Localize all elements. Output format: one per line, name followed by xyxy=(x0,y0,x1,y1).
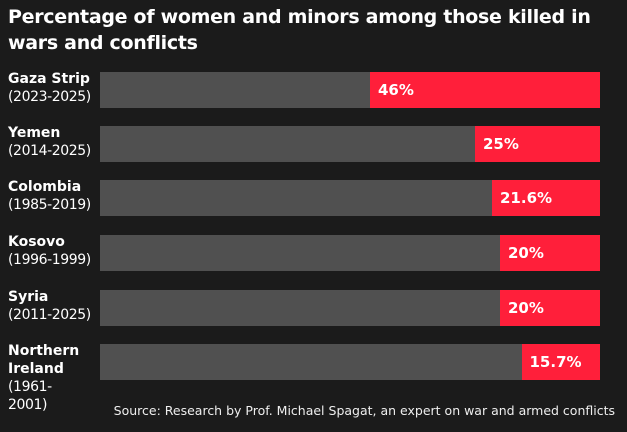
bar-track: 46% xyxy=(100,72,600,108)
category-label: Northern Ireland (1961-2001) xyxy=(8,342,88,414)
category-name: Kosovo xyxy=(8,234,65,250)
category-label: Syria (2011-2025) xyxy=(8,288,100,324)
bar-row: Gaza Strip (2023-2025) 46% xyxy=(0,70,627,108)
category-label: Kosovo (1996-1999) xyxy=(8,233,100,269)
bar-track: 21.6% xyxy=(100,180,600,216)
value-label: 21.6% xyxy=(500,189,553,207)
category-name: Syria xyxy=(8,289,49,305)
category-years: (1985-2019) xyxy=(8,197,91,213)
category-name: Northern Ireland xyxy=(8,343,80,377)
value-label: 25% xyxy=(483,135,519,153)
bar-track: 15.7% xyxy=(100,344,600,380)
category-name: Colombia xyxy=(8,179,82,195)
category-years: (2011-2025) xyxy=(8,307,91,323)
category-name: Gaza Strip xyxy=(8,71,90,87)
bar-row: Yemen (2014-2025) 25% xyxy=(0,124,627,162)
value-label: 46% xyxy=(378,81,414,99)
bar-row: Kosovo (1996-1999) 20% xyxy=(0,233,627,271)
bar-fill: 25% xyxy=(475,126,600,162)
bar-fill: 20% xyxy=(500,290,600,326)
bar-track: 20% xyxy=(100,235,600,271)
category-label: Colombia (1985-2019) xyxy=(8,178,100,214)
category-label: Gaza Strip (2023-2025) xyxy=(8,70,100,106)
bar-fill: 15.7% xyxy=(521,344,600,380)
category-years: (2014-2025) xyxy=(8,143,91,159)
bar-row: Syria (2011-2025) 20% xyxy=(0,288,627,326)
value-label: 15.7% xyxy=(529,353,582,371)
category-name: Yemen xyxy=(8,125,61,141)
bar-fill: 21.6% xyxy=(492,180,600,216)
bar-row: Northern Ireland (1961-2001) 15.7% xyxy=(0,343,627,413)
category-years: (2023-2025) xyxy=(8,89,91,105)
value-label: 20% xyxy=(508,299,544,317)
bar-fill: 46% xyxy=(370,72,600,108)
source-note: Source: Research by Prof. Michael Spagat… xyxy=(113,403,615,418)
chart-title: Percentage of women and minors among tho… xyxy=(8,6,591,54)
bar-track: 25% xyxy=(100,126,600,162)
bar-row: Colombia (1985-2019) 21.6% xyxy=(0,178,627,216)
category-years: (1996-1999) xyxy=(8,252,91,268)
bar-track: 20% xyxy=(100,290,600,326)
bar-fill: 20% xyxy=(500,235,600,271)
value-label: 20% xyxy=(508,244,544,262)
category-label: Yemen (2014-2025) xyxy=(8,124,100,160)
category-years: (1961-2001) xyxy=(8,379,52,413)
